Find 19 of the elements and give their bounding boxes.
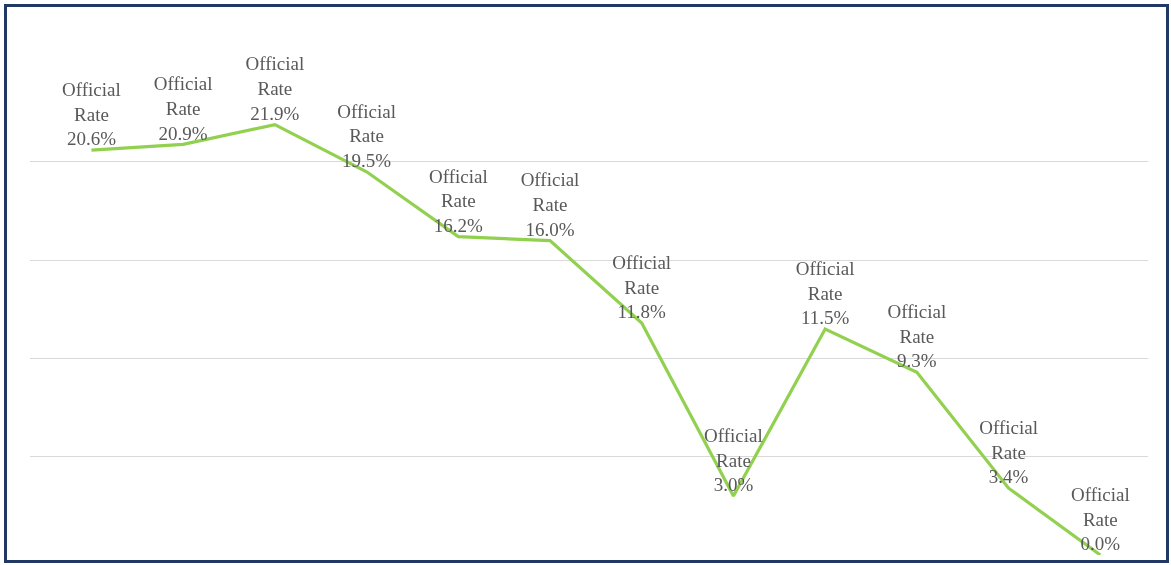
text: Official Rate bbox=[887, 301, 947, 347]
data-label: 9.3% bbox=[897, 350, 937, 372]
data-label: 21.9% bbox=[250, 102, 300, 124]
text: Official Rate bbox=[62, 79, 121, 125]
text: Official Rate bbox=[337, 100, 396, 147]
series-label: Official Rate bbox=[612, 251, 672, 298]
text: Official Rate bbox=[704, 424, 763, 471]
text: Official Rate bbox=[795, 257, 855, 304]
text: Official Rate bbox=[245, 53, 305, 100]
text: Official Rate bbox=[153, 73, 213, 119]
data-label: 20.9% bbox=[158, 122, 208, 144]
data-label: 20.6% bbox=[66, 128, 117, 150]
data-label: 11.5% bbox=[800, 307, 850, 329]
data-label: 19.5% bbox=[342, 150, 392, 172]
text: Official Rate bbox=[520, 169, 580, 216]
text: Official Rate bbox=[979, 417, 1038, 463]
text: Official Rate bbox=[1070, 483, 1130, 530]
text: Official Rate bbox=[428, 165, 488, 212]
data-label: 16.0% bbox=[525, 218, 575, 240]
